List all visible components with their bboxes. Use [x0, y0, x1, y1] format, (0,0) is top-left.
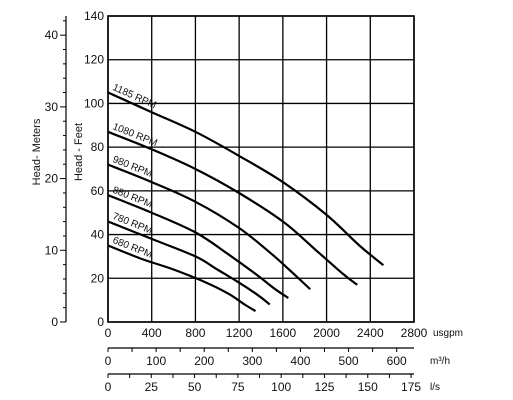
usgpm-tick-label: 0: [105, 326, 112, 340]
chart-grid: [107, 15, 415, 323]
usgpm-tick-label: 2800: [401, 326, 428, 340]
x-unit-usgpm: usgpm: [433, 328, 463, 339]
meters-tick-label: 20: [45, 172, 59, 186]
curve-label: 980 RPM: [111, 154, 154, 180]
feet-tick-label: 40: [91, 228, 105, 242]
feet-tick-label: 20: [91, 271, 105, 285]
usgpm-tick-label: 1600: [270, 326, 297, 340]
usgpm-tick-label: 400: [142, 326, 162, 340]
ls-tick-label: 50: [188, 380, 202, 394]
curve-880-rpm: [107, 194, 289, 299]
curve-1185-rpm: [107, 91, 385, 267]
curve-label: 780 RPM: [111, 211, 154, 237]
y-axis-label-meters: Head- Meters: [31, 118, 43, 185]
ls-tick-label: 0: [105, 380, 112, 394]
plot-frame: [107, 15, 415, 323]
ls-tick-label: 75: [231, 380, 245, 394]
m3h-tick-label: 600: [387, 354, 407, 368]
usgpm-tick-label: 800: [185, 326, 205, 340]
m3h-tick-label: 300: [242, 354, 262, 368]
ls-tick-label: 175: [401, 380, 421, 394]
m3h-tick-label: 0: [105, 354, 112, 368]
feet-tick-label: 0: [97, 315, 104, 329]
ls-tick-label: 125: [314, 380, 334, 394]
feet-tick-label: 140: [84, 9, 104, 23]
curve-label: 680 RPM: [111, 235, 154, 261]
chart-curves: [107, 91, 385, 313]
m3h-tick-label: 100: [146, 354, 166, 368]
x-unit-m3h: m³/h: [430, 356, 450, 367]
ls-tick-label: 100: [271, 380, 291, 394]
curve-780-rpm: [107, 220, 271, 306]
meters-tick-label: 30: [45, 100, 59, 114]
feet-tick-label: 120: [84, 53, 104, 67]
curve-680-rpm: [107, 244, 257, 313]
m3h-tick-label: 400: [290, 354, 310, 368]
m3h-tick-label: 500: [339, 354, 359, 368]
ls-tick-label: 25: [145, 380, 159, 394]
usgpm-tick-label: 2000: [313, 326, 340, 340]
y-axis-label-feet: Head - Feet: [73, 123, 85, 181]
usgpm-tick-label: 1200: [226, 326, 253, 340]
curve-1080-rpm: [107, 130, 358, 286]
curve-980-rpm: [107, 163, 311, 291]
meters-tick-label: 10: [45, 243, 59, 257]
usgpm-tick-label: 2400: [357, 326, 384, 340]
meters-tick-label: 0: [51, 315, 58, 329]
m3h-tick-label: 200: [194, 354, 214, 368]
feet-tick-label: 100: [84, 96, 104, 110]
curve-label: 880 RPM: [111, 185, 154, 211]
feet-tick-label: 80: [91, 140, 105, 154]
ls-tick-label: 150: [358, 380, 378, 394]
x-unit-ls: l/s: [430, 382, 440, 393]
feet-tick-label: 60: [91, 184, 105, 198]
meters-tick-label: 40: [45, 28, 59, 42]
